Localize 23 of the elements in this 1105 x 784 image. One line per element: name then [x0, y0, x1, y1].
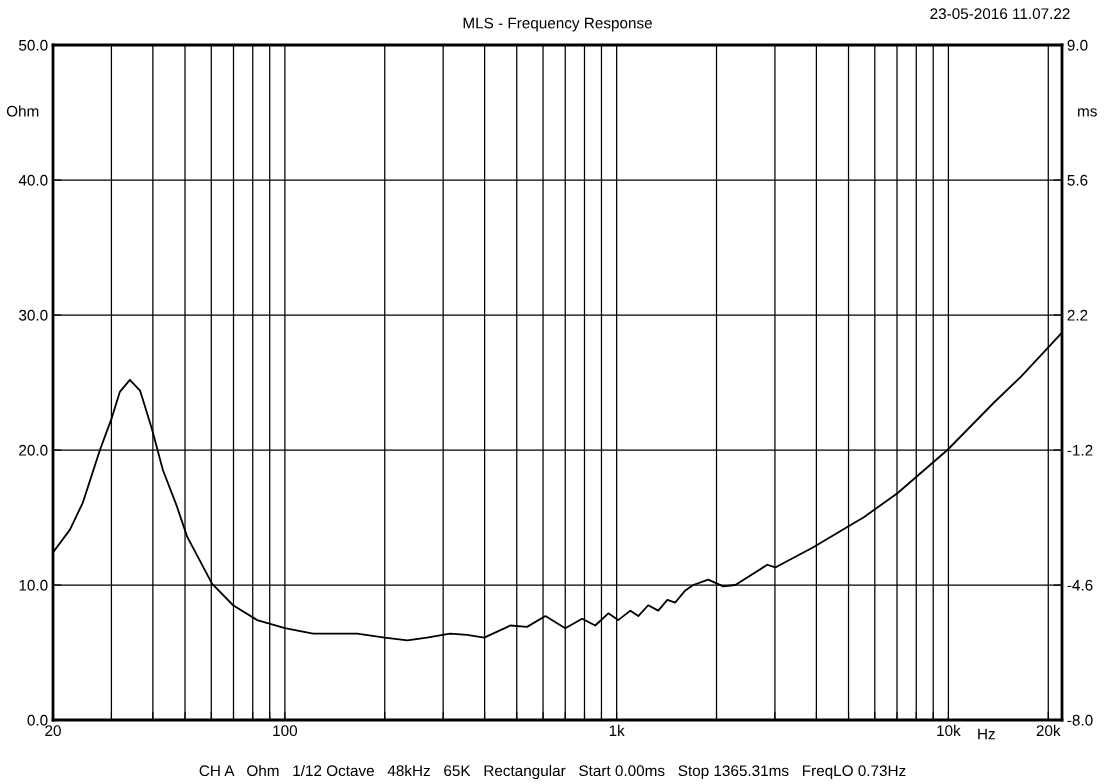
y2-tick-label: -8.0	[1067, 714, 1093, 726]
x-tick-label: 20k	[1036, 724, 1061, 737]
y-tick-label: 50.0	[19, 39, 48, 51]
y-tick-label: 30.0	[18, 309, 48, 321]
chart-title: MLS - Frequency Response	[463, 17, 652, 32]
text: 23-05-2016 11.07.22	[930, 8, 1070, 20]
y2-tick-label: -1.2	[1067, 444, 1093, 456]
y2-axis-title: ms	[1078, 108, 1097, 117]
x-tick-label: 1k	[609, 724, 625, 736]
y2-tick-label: 9.0	[1067, 39, 1088, 51]
y2-tick-label: -4.6	[1067, 579, 1093, 591]
x-axis-title: Hz	[978, 728, 995, 740]
y-axis-title: Ohm	[6, 105, 39, 117]
y2-tick-label: 2.2	[1067, 309, 1088, 321]
y-tick-label: 10.0	[19, 579, 48, 591]
y2-tick-label: 5.6	[1067, 174, 1088, 186]
x-tick-label: 10k	[937, 724, 961, 737]
y-tick-label: 20.0	[19, 444, 48, 456]
y-tick-label: 40.0	[18, 174, 48, 186]
x-tick-label: 100	[273, 725, 298, 737]
x-tick-label: 20	[45, 725, 61, 737]
text: CH A Ohm 1/12 Octave 48kHz 65K Rectangular Start 0.00ms Stop 1365.31ms FreqLO 0.73Hz	[199, 764, 906, 780]
y-tick-label: 0.0	[27, 714, 48, 726]
